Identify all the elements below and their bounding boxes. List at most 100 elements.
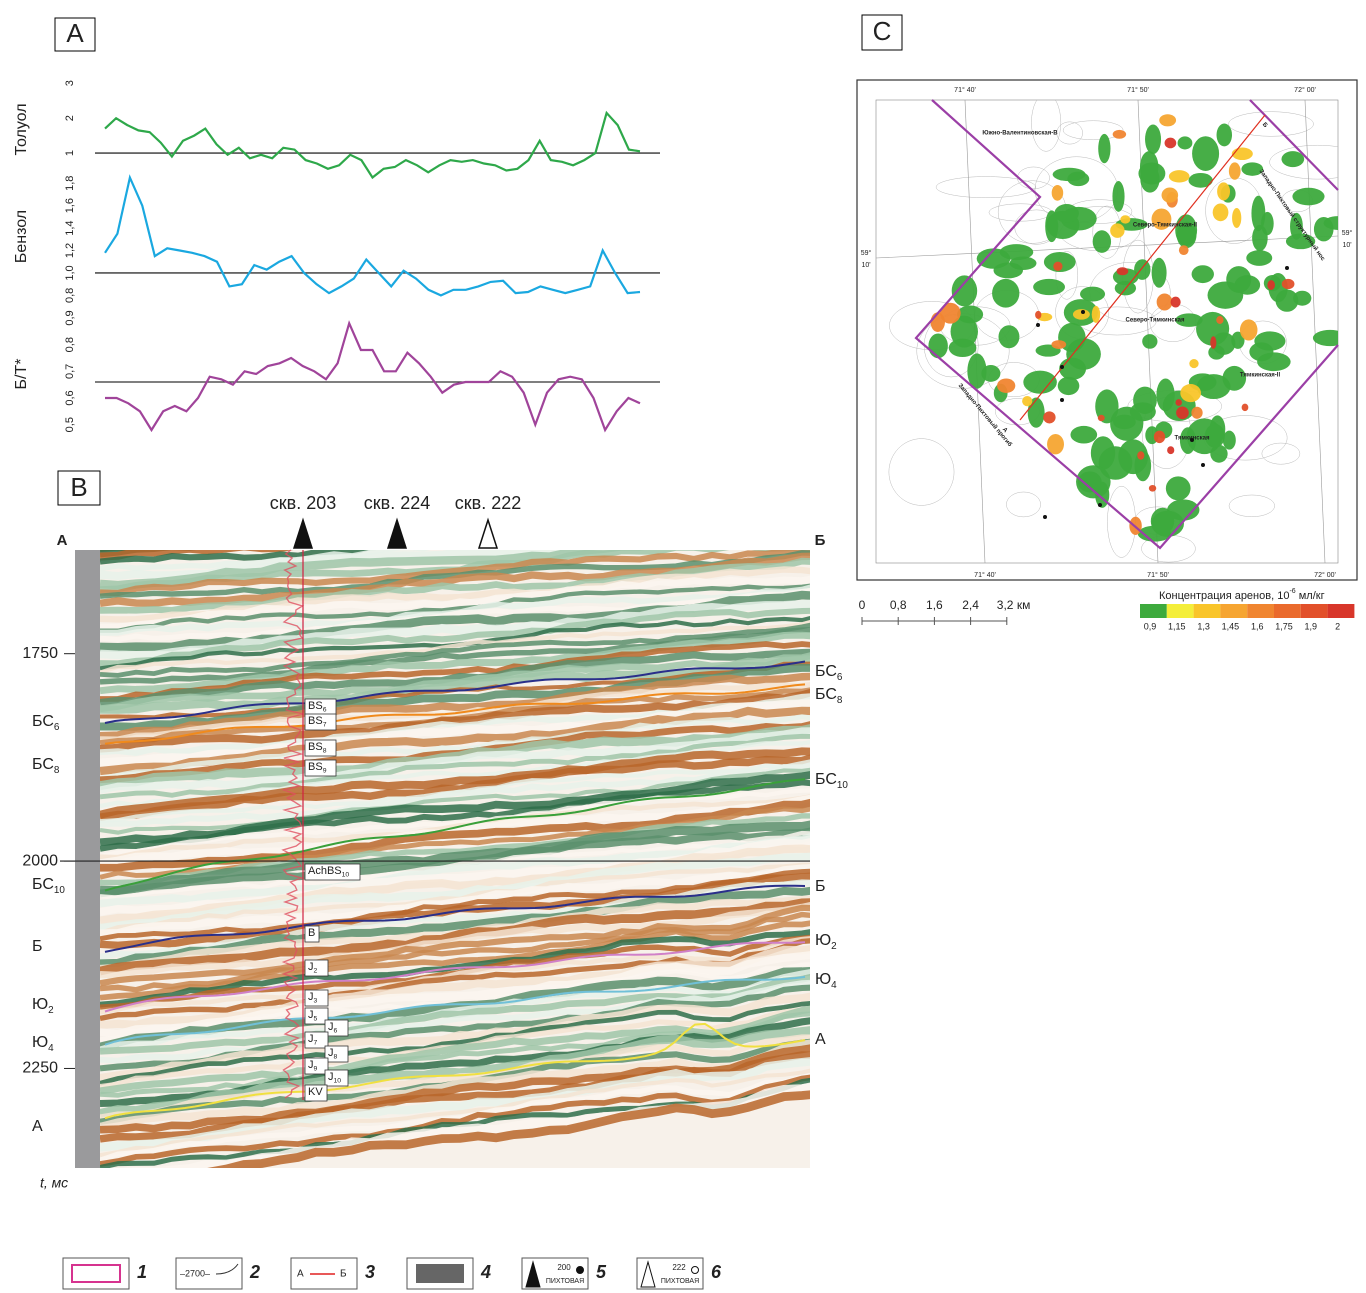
concentration-blob — [1281, 278, 1295, 290]
concentration-blob — [1231, 147, 1253, 161]
well-marker-sub: 6 — [323, 706, 327, 713]
concentration-blob — [1137, 451, 1145, 460]
well-marker: J5 — [308, 1009, 318, 1022]
seismic-band — [100, 969, 810, 1052]
contour — [935, 176, 1037, 198]
concentration-blob — [928, 333, 948, 359]
well-marker-sub: 9 — [314, 1065, 318, 1072]
horizon-label: А — [815, 1031, 826, 1048]
concentration-blob — [1051, 184, 1064, 201]
concentration-blob — [1165, 476, 1191, 501]
concentration-blob — [1177, 136, 1193, 150]
lat-label: 10' — [1342, 242, 1351, 249]
y-axis-label: Бензол — [13, 210, 30, 263]
legend-number: 2 — [249, 1262, 260, 1282]
well-dot — [1201, 463, 1205, 467]
well-dot — [1043, 515, 1047, 519]
well-marker-base: J — [308, 961, 314, 973]
seismic-band — [100, 688, 810, 753]
concentration-blob — [1175, 313, 1203, 327]
concentration-blob — [1241, 162, 1264, 176]
place-label: Северо-Тямкинская-II — [1133, 223, 1198, 229]
well-marker-base: J — [308, 1033, 314, 1045]
color-swatch — [1300, 604, 1328, 618]
color-swatch — [1140, 604, 1167, 618]
color-label: 1,3 — [1197, 621, 1210, 631]
seismic-band — [100, 672, 810, 740]
well-marker-sub: 3 — [314, 997, 318, 1004]
lon-label: 71° 40' — [954, 86, 976, 94]
y-tick-label: 0,7 — [64, 364, 76, 379]
panel-label: C — [873, 16, 892, 46]
concentration-blob — [1035, 310, 1042, 319]
well-marker-sub: 10 — [342, 871, 350, 878]
well-marker-box — [304, 925, 320, 943]
panel-label: A — [66, 18, 84, 48]
legend: 1 2 –2700– 3 А Б 4 5 200 ПИХТОВАЯ 6 222 ПИХТОВАЯ — [62, 1257, 722, 1290]
concentration-blob — [1207, 281, 1244, 309]
place-label: Южно-Валентиновская-В — [982, 131, 1058, 137]
well-marker-box — [304, 713, 337, 731]
concentration-blob — [1112, 181, 1125, 212]
well-marker-sub: 8 — [323, 747, 327, 754]
horizon-label-sub: 6 — [54, 721, 60, 732]
horizon-label-base: БС — [32, 876, 54, 893]
seismic-band — [100, 1051, 810, 1143]
seismic-band — [100, 979, 810, 1064]
contour — [1062, 120, 1124, 141]
lon-label: 72° 00' — [1294, 86, 1316, 94]
concentration-blob — [1092, 230, 1112, 253]
well-dot — [1036, 323, 1040, 327]
y-tick-label: 1,0 — [64, 265, 76, 280]
concentration-blob — [1080, 286, 1106, 302]
well-marker-box — [304, 863, 361, 881]
legend-box — [62, 1257, 130, 1290]
well-marker: AchBS10 — [308, 865, 349, 878]
panel-box — [57, 470, 101, 506]
horizon-label-base: А — [32, 1118, 43, 1135]
y-tick-label: 2000 — [22, 852, 58, 869]
horizon-label-sub: 2 — [831, 940, 837, 951]
seismic-band — [100, 714, 810, 781]
seismic-band — [100, 575, 810, 631]
horizon-label-base: БС — [32, 756, 54, 773]
well-marker-base: B — [308, 927, 315, 939]
area-boundary — [914, 99, 1339, 550]
well-marker: J2 — [308, 961, 318, 974]
horizon-label-sub: 2 — [48, 1004, 54, 1015]
seismic-band — [100, 902, 810, 979]
seismic-band — [100, 879, 810, 960]
concentration-blob — [1191, 265, 1214, 284]
well-marker-base: KV — [308, 1086, 323, 1098]
horizon-line — [104, 660, 806, 724]
concentration-blob — [1268, 273, 1288, 303]
place-label: Северо-Тямкинская — [1126, 318, 1185, 324]
concentration-blob — [1023, 370, 1057, 394]
horizon-label: Ю4 — [32, 1034, 54, 1053]
concentration-blob — [1070, 425, 1098, 444]
seismic-band — [100, 619, 810, 675]
panel-a: 1 2 3 Толуол 0,8 1,0 1,2 1,4 1,6 1,8 Бензол 0,5 0,6 0… — [13, 78, 660, 438]
legend-box — [175, 1257, 243, 1290]
concentration-blob — [1216, 123, 1233, 147]
concentration-blob — [1120, 215, 1131, 224]
color-swatch — [1274, 604, 1301, 618]
horizon-label-sub: 8 — [837, 694, 843, 705]
well-dot — [1081, 310, 1085, 314]
seismic-band — [100, 654, 810, 714]
horizon-label-sub: 10 — [54, 884, 66, 895]
well-marker-sub: 7 — [323, 721, 327, 728]
y-axis-label: t, мс — [40, 1175, 68, 1191]
horizon-line — [104, 884, 806, 953]
data-line — [105, 320, 641, 433]
concentration-blob — [992, 278, 1020, 308]
seismic-band — [100, 779, 810, 852]
concentration-blob — [1222, 430, 1236, 450]
well-marker-base: BS — [308, 761, 323, 773]
well-label: скв. 203 — [270, 493, 336, 513]
concentration-blob — [1054, 204, 1079, 223]
profile-line — [1019, 114, 1266, 421]
concentration-blob — [1176, 406, 1189, 420]
concentration-blob — [1241, 403, 1249, 412]
